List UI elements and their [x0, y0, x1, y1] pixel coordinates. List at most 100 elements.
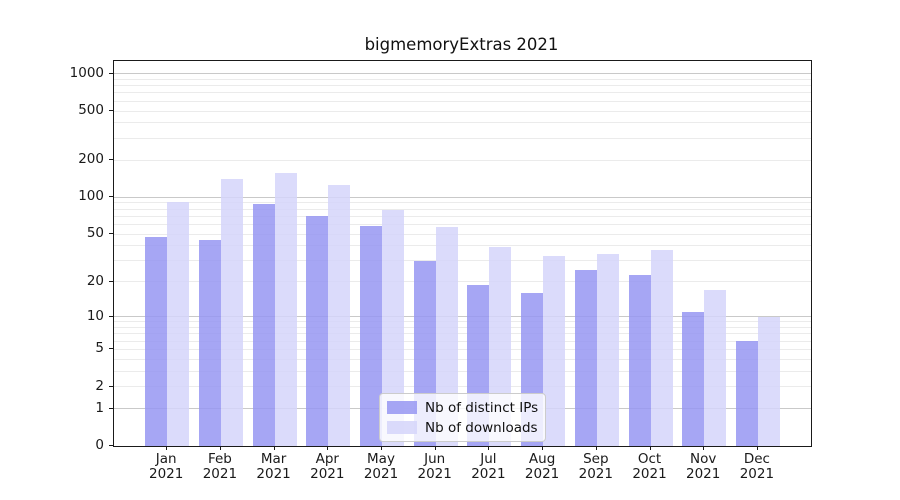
gridline-minor-2 [114, 386, 811, 388]
x-axis: Jan 2021 Feb 2021 Mar 2021 Apr 2021 May 2021 Jun 20… [113, 446, 810, 500]
bar-ips-mar [252, 203, 275, 446]
gridline-major-10 [114, 316, 811, 318]
x-tick-label-jul: Jul 2021 [458, 452, 518, 482]
y-tick-mark-50 [109, 233, 113, 235]
y-tick-mark-5 [109, 348, 113, 350]
y-tick-label-10: 10 [86, 307, 104, 324]
bar-ips-apr [306, 216, 329, 446]
x-tick-label-jan: Jan 2021 [136, 452, 196, 482]
x-tick-month: Jul [480, 451, 497, 467]
x-tick-label-sep: Sep 2021 [566, 452, 626, 482]
x-tick-year: 2021 [471, 466, 506, 482]
legend-swatch-downloads [387, 421, 417, 434]
bar-ips-feb [198, 239, 221, 446]
y-tick-mark-1000 [109, 72, 113, 74]
x-tick-year: 2021 [739, 466, 775, 482]
legend-row-downloads: Nb of downloads [387, 419, 539, 436]
bar-downloads-sep [596, 254, 619, 446]
x-tick-month: Feb [207, 451, 232, 467]
gridline-minor-3 [114, 370, 811, 372]
gridline-minor-900 [114, 78, 811, 80]
gridline-minor-20 [114, 281, 811, 283]
y-tick-label-1000: 1000 [69, 64, 104, 81]
bar-downloads-jan [167, 201, 190, 446]
x-tick-month: Dec [743, 451, 770, 467]
y-tick-mark-500 [109, 110, 113, 111]
bar-downloads-nov [704, 290, 727, 446]
x-tick-year: 2021 [149, 466, 184, 482]
x-tick-label-feb: Feb 2021 [190, 452, 250, 482]
x-tick-mark-mar [273, 446, 275, 450]
x-tick-mark-dec [756, 446, 758, 450]
gridline-minor-8 [114, 327, 811, 329]
y-tick-label-200: 200 [78, 151, 104, 168]
gridline-minor-50 [114, 233, 811, 235]
bar-downloads-may [382, 209, 404, 446]
x-tick-label-dec: Dec 2021 [727, 452, 787, 482]
y-tick-label-2: 2 [95, 377, 104, 394]
x-tick-label-may: May 2021 [351, 452, 411, 482]
gridline-minor-90 [114, 202, 811, 204]
y-tick-mark-0 [109, 445, 113, 446]
x-tick-month: Nov [690, 451, 717, 467]
x-tick-year: 2021 [417, 466, 452, 482]
x-tick-month: Jun [424, 451, 446, 467]
x-tick-mark-aug [542, 446, 544, 450]
x-tick-mark-nov [703, 446, 705, 450]
x-tick-year: 2021 [310, 466, 345, 482]
x-tick-mark-oct [649, 446, 651, 450]
x-tick-year: 2021 [363, 466, 399, 482]
gridline-minor-7 [114, 333, 811, 335]
bar-ips-jan [145, 237, 168, 446]
gridline-minor-700 [114, 92, 811, 94]
legend-label-ips: Nb of distinct IPs [425, 399, 539, 416]
x-tick-label-oct: Oct 2021 [620, 452, 680, 482]
x-tick-mark-sep [595, 446, 597, 450]
gridline-minor-600 [114, 100, 811, 102]
gridline-minor-800 [114, 85, 811, 87]
x-tick-mark-jun [434, 446, 436, 450]
bar-downloads-dec [757, 316, 780, 446]
bar-ips-sep [574, 270, 597, 446]
bar-downloads-mar [274, 172, 297, 446]
x-tick-month: Jan [155, 451, 177, 467]
gridline-minor-300 [114, 137, 811, 139]
gridline-minor-200 [114, 159, 811, 161]
gridline-major-1000 [114, 73, 811, 75]
x-tick-mark-jan [166, 446, 168, 450]
gridline-minor-400 [114, 122, 811, 124]
x-tick-label-mar: Mar 2021 [244, 452, 304, 482]
bar-ips-nov [682, 312, 705, 446]
legend-row-ips: Nb of distinct IPs [387, 399, 539, 416]
chart-title: bigmemoryExtras 2021 [364, 35, 559, 54]
x-tick-month: Mar [260, 451, 287, 467]
y-tick-mark-1 [109, 407, 113, 409]
y-tick-label-500: 500 [78, 102, 104, 118]
x-tick-month: Oct [637, 451, 662, 467]
bar-ips-may [360, 226, 382, 446]
gridline-minor-500 [114, 110, 811, 112]
y-tick-label-100: 100 [78, 188, 104, 205]
y-tick-mark-100 [109, 196, 113, 198]
gridline-major-100 [114, 196, 811, 198]
gridline-minor-70 [114, 215, 811, 217]
x-tick-mark-feb [219, 446, 221, 450]
x-tick-mark-jul [488, 446, 490, 450]
gridline-minor-40 [114, 245, 811, 247]
legend: Nb of distinct IPs Nb of downloads [379, 393, 546, 442]
x-tick-mark-may [381, 446, 382, 450]
x-tick-label-jun: Jun 2021 [405, 452, 465, 482]
bar-ips-oct [628, 274, 651, 446]
x-tick-label-apr: Apr 2021 [297, 452, 357, 482]
x-tick-label-nov: Nov 2021 [673, 452, 733, 482]
x-tick-month: Sep [583, 451, 609, 467]
x-tick-label-aug: Aug 2021 [512, 452, 572, 482]
y-tick-label-20: 20 [86, 272, 104, 289]
bar-downloads-feb [220, 178, 243, 446]
x-tick-year: 2021 [578, 466, 613, 482]
gridline-minor-30 [114, 260, 811, 262]
x-tick-month: Aug [528, 451, 556, 467]
x-tick-year: 2021 [256, 466, 291, 482]
x-tick-month: Apr [315, 451, 339, 467]
